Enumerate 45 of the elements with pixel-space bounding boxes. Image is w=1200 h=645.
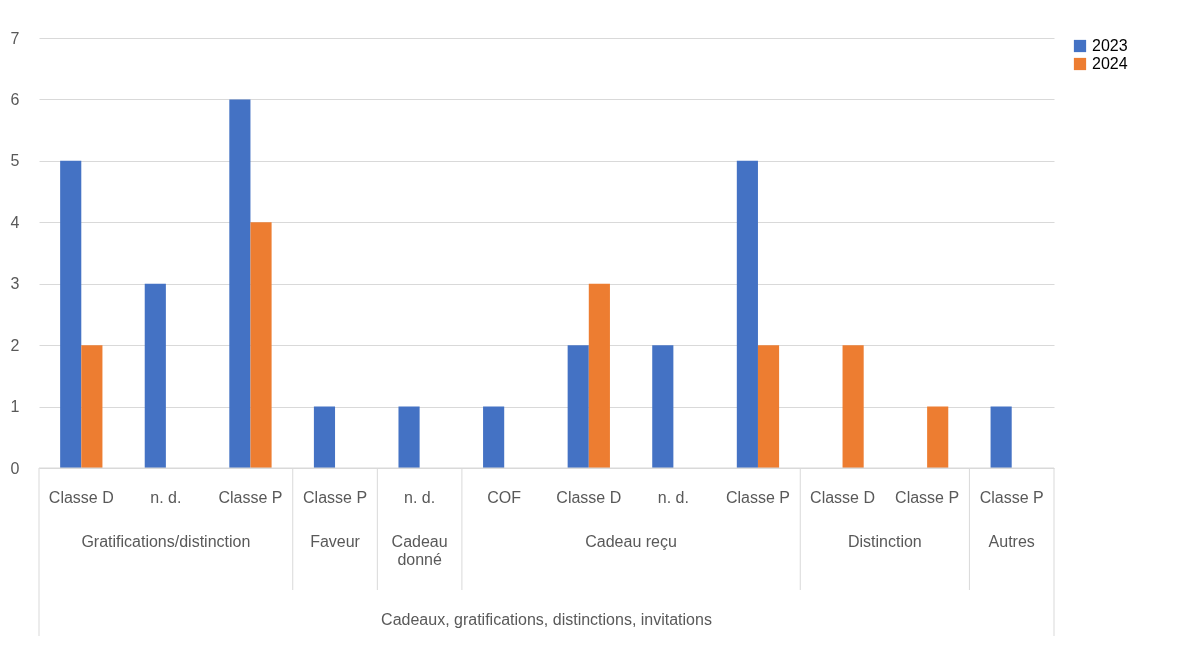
x-tick-label: n. d. bbox=[150, 489, 182, 506]
x-tick-label: Classe P bbox=[725, 489, 790, 506]
x-tick-label: COF bbox=[487, 489, 522, 506]
y-tick-label: 7 bbox=[10, 29, 20, 47]
bar bbox=[927, 406, 949, 468]
y-tick-label: 6 bbox=[10, 90, 20, 108]
bar bbox=[757, 345, 780, 468]
legend-label: 2023 bbox=[1092, 37, 1128, 54]
x-tick-label: Classe P bbox=[303, 489, 368, 506]
bar bbox=[81, 345, 103, 468]
bar bbox=[652, 345, 674, 468]
legend-label: 2024 bbox=[1092, 55, 1128, 72]
bar bbox=[567, 345, 589, 468]
bar bbox=[398, 406, 420, 468]
y-tick-label: 3 bbox=[10, 275, 20, 293]
bar bbox=[483, 406, 505, 468]
x-tick-label: Classe P bbox=[979, 489, 1044, 506]
bar bbox=[842, 345, 864, 468]
bar bbox=[144, 283, 166, 468]
x-tick-label: n. d. bbox=[657, 489, 689, 506]
x-tick-label: Classe P bbox=[218, 489, 283, 506]
y-tick-label: 2 bbox=[10, 336, 20, 354]
x-tick-label: Classe D bbox=[48, 489, 114, 506]
x-tick-label: Classe D bbox=[556, 489, 622, 506]
bar bbox=[250, 222, 272, 468]
text: Gratifications/distinction bbox=[81, 533, 251, 550]
y-tick-label: 1 bbox=[10, 398, 20, 416]
bar bbox=[736, 160, 758, 468]
text: Cadeaux, gratifications, distinctions, invitations bbox=[381, 611, 712, 628]
text: Faveur bbox=[310, 533, 361, 550]
text: Autres bbox=[988, 533, 1035, 550]
text: Distinction bbox=[847, 533, 922, 550]
y-tick-label: 0 bbox=[10, 459, 20, 477]
bar bbox=[60, 160, 82, 468]
text: Cadeau reçu bbox=[585, 533, 677, 550]
x-tick-label: n. d. bbox=[404, 489, 436, 506]
y-tick-label: 4 bbox=[10, 213, 20, 231]
x-tick-label: Classe D bbox=[810, 489, 875, 506]
y-tick-label: 5 bbox=[10, 152, 20, 170]
bar bbox=[229, 99, 251, 468]
x-tick-label: Classe P bbox=[895, 489, 960, 506]
bar bbox=[990, 406, 1012, 468]
bar bbox=[313, 406, 336, 468]
bar bbox=[588, 283, 610, 468]
text: Cadeau donné bbox=[391, 533, 448, 568]
